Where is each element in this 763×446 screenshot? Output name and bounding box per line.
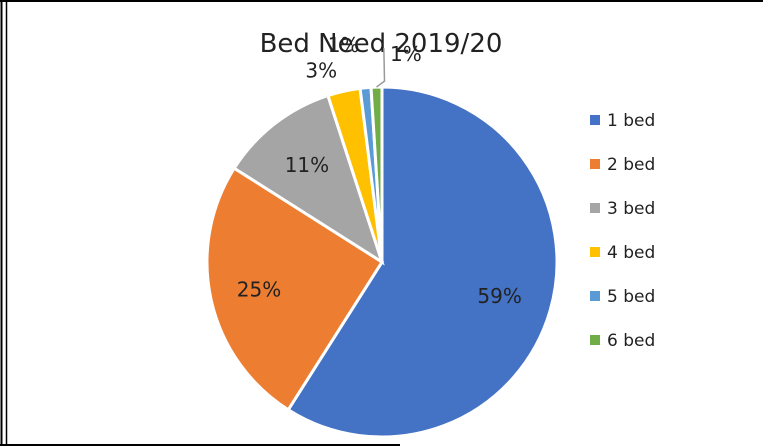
legend-swatch-3-bed xyxy=(590,203,600,213)
data-label-6-bed: 1% xyxy=(390,42,422,66)
data-label-2-bed: 25% xyxy=(237,277,281,301)
legend-swatch-4-bed xyxy=(590,247,600,257)
data-label-4-bed: 3% xyxy=(305,59,337,83)
legend-swatch-5-bed xyxy=(590,291,600,301)
legend-swatch-1-bed xyxy=(590,115,600,125)
legend-label-2-bed: 2 bed xyxy=(607,155,655,175)
chart-title: Bed Need 2019/20 xyxy=(260,29,503,59)
legend-label-4-bed: 4 bed xyxy=(607,243,655,263)
pie-plot xyxy=(207,87,557,437)
data-label-1-bed: 59% xyxy=(477,284,521,308)
legend-label-3-bed: 3 bed xyxy=(607,199,655,219)
legend-label-5-bed: 5 bed xyxy=(607,287,655,307)
chart-legend: 1 bed 2 bed 3 bed 4 bed 5 bed 6 bed xyxy=(590,111,655,351)
legend-swatch-6-bed xyxy=(590,335,600,345)
legend-swatch-2-bed xyxy=(590,159,600,169)
legend-label-6-bed: 6 bed xyxy=(607,331,655,351)
data-label-3-bed: 11% xyxy=(285,153,329,177)
legend-label-1-bed: 1 bed xyxy=(607,111,655,131)
data-label-5-bed: 1% xyxy=(328,33,360,57)
